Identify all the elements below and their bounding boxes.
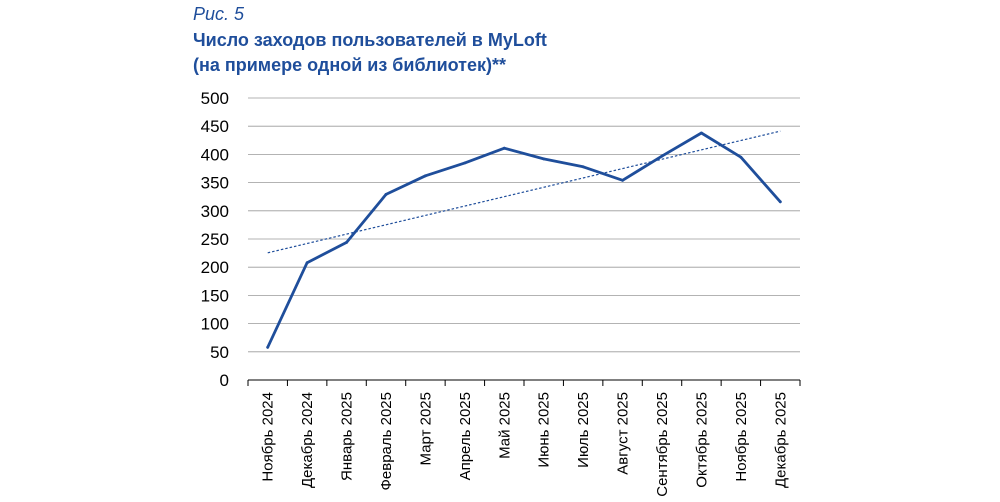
data-point [542,157,546,161]
trendline [267,130,781,254]
x-tick-label: Апрель 2025 [457,392,474,480]
data-point [502,146,506,150]
plot-area [266,130,782,349]
y-tick-label: 150 [201,286,229,305]
y-tick-label: 0 [220,371,229,390]
data-point [660,154,664,158]
data-point [463,161,467,165]
y-tick-label: 250 [201,230,229,249]
y-tick-label: 50 [210,343,229,362]
y-tick-label: 300 [201,202,229,221]
x-tick-label: Сентябрь 2025 [654,392,671,497]
x-tick-label: Июль 2025 [575,392,592,468]
y-tick-label: 400 [201,145,229,164]
x-tick-label: Ноябрь 2025 [733,392,750,482]
y-tick-label: 100 [201,315,229,334]
data-point [424,174,427,178]
x-tick-label: Август 2025 [615,392,632,475]
chart-title-line-2: (на примере одной из библиотек)** [193,55,507,75]
y-tick-label: 450 [201,117,229,136]
x-tick-label: Октябрь 2025 [693,392,710,488]
x-tick-label: Ноябрь 2024 [260,392,277,482]
data-point [384,193,388,196]
data-point [700,131,703,135]
x-tick-label: Февраль 2025 [378,392,395,491]
x-axis: Ноябрь 2024 Декабрь 2024 Январь 2025 Феврал… [247,379,801,497]
chart-title-line-1: Число заходов пользователей в MyLoft [193,30,547,50]
x-tick-label: Июнь 2025 [536,392,553,468]
data-point [345,240,348,244]
data-point [778,200,782,204]
y-tick-label: 500 [201,89,229,108]
data-point [739,155,743,159]
x-tick-label: Декабрь 2024 [299,392,316,488]
grid-lines [248,97,800,353]
x-tick-label: Декабрь 2025 [772,392,789,488]
data-point [266,345,270,349]
y-tick-label: 200 [201,258,229,277]
data-point [305,261,309,265]
chart-title: Число заходов пользователей в MyLoft (на… [193,28,813,78]
y-axis: 0 50 100 150 200 250 300 350 400 450 500 [201,89,229,390]
x-tick-label: Май 2025 [496,392,513,459]
y-tick-label: 350 [201,174,229,193]
figure-label: Рис. 5 [193,4,245,24]
data-point [621,178,624,182]
x-tick-label: Январь 2025 [339,392,356,481]
x-tick-label: Март 2025 [417,392,434,465]
series-line [266,131,782,349]
data-point [581,165,585,169]
